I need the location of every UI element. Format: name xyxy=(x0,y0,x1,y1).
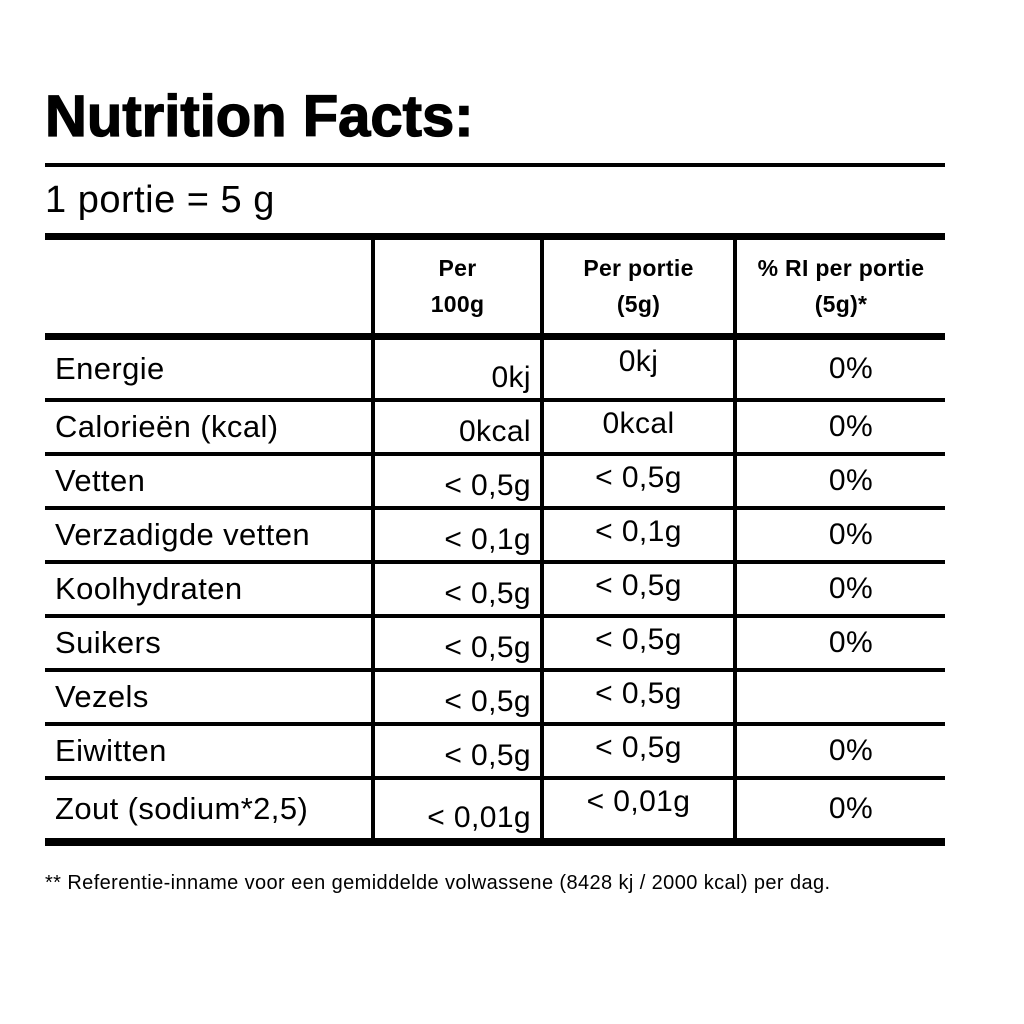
column-header-per-portion: Per portie (5g) xyxy=(540,239,733,333)
page-title: Nutrition Facts: xyxy=(44,84,474,149)
table-row: Suikers < 0,5g < 0,5g 0% xyxy=(45,617,945,672)
value-per-100g: < 0,5g xyxy=(371,455,540,506)
nutrient-label: Verzadigde vetten xyxy=(55,516,310,552)
value-ri-percent: 0% xyxy=(733,779,945,838)
column-header-per-100g: Per 100g xyxy=(371,239,540,333)
title-divider xyxy=(45,163,945,167)
nutrient-label: Calorieën (kcal) xyxy=(55,408,279,444)
table-header-row: Per 100g Per portie (5g) % RI per portie… xyxy=(45,239,945,340)
value-per-100g: < 0,5g xyxy=(371,671,540,722)
nutrient-label: Eiwitten xyxy=(55,732,167,768)
serving-size-note: 1 portie = 5 g xyxy=(45,179,275,221)
value-per-100g: < 0,5g xyxy=(371,563,540,614)
table-row: Zout (sodium*2,5) < 0,01g < 0,01g 0% xyxy=(45,779,945,838)
value-per-100g: < 0,5g xyxy=(371,725,540,776)
value-per-100g: 0kcal xyxy=(371,401,540,452)
value-per-portion: < 0,1g xyxy=(540,509,733,560)
table-row: Koolhydraten < 0,5g < 0,5g 0% xyxy=(45,563,945,618)
value-per-portion: < 0,5g xyxy=(540,455,733,506)
column-header-ri-percent: % RI per portie (5g)* xyxy=(733,239,945,333)
nutrient-label: Koolhydraten xyxy=(55,570,243,606)
value-per-portion: < 0,5g xyxy=(540,671,733,722)
value-per-portion: < 0,5g xyxy=(540,563,733,614)
nutrition-table: Per 100g Per portie (5g) % RI per portie… xyxy=(45,232,945,846)
value-ri-percent: 0% xyxy=(733,563,945,614)
value-ri-percent: 0% xyxy=(733,339,945,398)
value-ri-percent: 0% xyxy=(733,401,945,452)
value-ri-percent xyxy=(733,671,945,722)
value-ri-percent: 0% xyxy=(733,509,945,560)
value-ri-percent: 0% xyxy=(733,455,945,506)
value-per-100g: < 0,01g xyxy=(371,779,540,838)
table-row: Calorieën (kcal) 0kcal 0kcal 0% xyxy=(45,401,945,456)
table-row: Eiwitten < 0,5g < 0,5g 0% xyxy=(45,725,945,780)
table-row: Energie 0kj 0kj 0% xyxy=(45,339,945,402)
value-per-portion: < 0,01g xyxy=(540,779,733,838)
nutrient-label: Vezels xyxy=(55,678,149,714)
empty-header-cell xyxy=(45,240,371,333)
value-ri-percent: 0% xyxy=(733,725,945,776)
value-per-portion: 0kcal xyxy=(540,401,733,452)
table-row: Verzadigde vetten < 0,1g < 0,1g 0% xyxy=(45,509,945,564)
value-per-100g: 0kj xyxy=(371,339,540,398)
nutrient-label: Energie xyxy=(55,350,165,386)
nutrient-label: Vetten xyxy=(55,462,146,498)
value-ri-percent: 0% xyxy=(733,617,945,668)
value-per-100g: < 0,5g xyxy=(371,617,540,668)
table-row: Vetten < 0,5g < 0,5g 0% xyxy=(45,455,945,510)
value-per-100g: < 0,1g xyxy=(371,509,540,560)
nutrient-label: Zout (sodium*2,5) xyxy=(55,790,309,826)
value-per-portion: < 0,5g xyxy=(540,725,733,776)
value-per-portion: 0kj xyxy=(540,339,733,398)
value-per-portion: < 0,5g xyxy=(540,617,733,668)
nutrient-label: Suikers xyxy=(55,624,162,660)
reference-intake-footnote: ** Referentie-inname voor een gemiddelde… xyxy=(45,871,831,894)
table-row: Vezels < 0,5g < 0,5g xyxy=(45,671,945,726)
